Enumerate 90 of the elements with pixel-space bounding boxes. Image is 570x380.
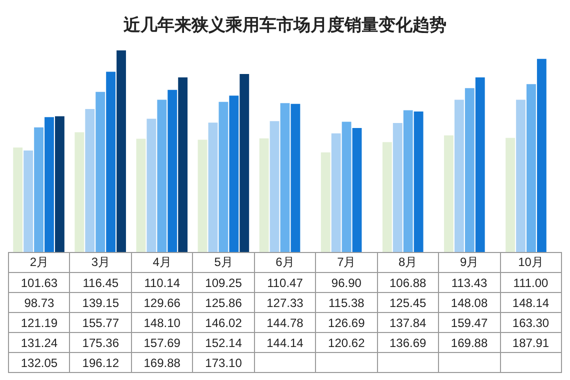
bar xyxy=(414,111,424,252)
bar xyxy=(240,74,250,252)
bar xyxy=(331,133,341,252)
bar xyxy=(116,50,126,252)
data-label: 110.47 xyxy=(254,272,316,292)
data-label: 136.69 xyxy=(377,332,439,352)
bar xyxy=(146,118,156,252)
bar xyxy=(96,92,106,252)
data-label: 144.14 xyxy=(254,332,316,352)
bar xyxy=(198,140,208,252)
x-tick-label: 4月 xyxy=(131,252,193,272)
data-label: 132.05 xyxy=(8,352,70,372)
bar xyxy=(259,138,269,252)
data-label: 163.30 xyxy=(500,312,562,332)
data-label: 129.66 xyxy=(131,292,193,312)
bar xyxy=(136,138,146,252)
x-tick-label: 3月 xyxy=(70,252,132,272)
data-label: 121.19 xyxy=(8,312,70,332)
bar xyxy=(55,116,64,252)
bar xyxy=(536,58,546,252)
data-label: 173.10 xyxy=(192,352,254,372)
data-label: 146.02 xyxy=(192,312,254,332)
bar xyxy=(526,84,536,252)
bar xyxy=(382,142,392,252)
bar xyxy=(516,100,526,252)
bar xyxy=(178,77,188,252)
data-label: 131.24 xyxy=(8,332,70,352)
data-label: 127.33 xyxy=(254,292,316,312)
bar xyxy=(74,132,84,252)
bar xyxy=(85,108,95,252)
data-label: 113.43 xyxy=(438,272,500,292)
data-label: 155.77 xyxy=(70,312,132,332)
bar xyxy=(106,72,116,252)
chart-title: 近几年来狭义乘用车市场月度销量变化趋势 xyxy=(122,16,446,36)
data-label: 157.69 xyxy=(131,332,193,352)
bar xyxy=(475,77,485,252)
data-label: 101.63 xyxy=(8,272,70,292)
data-label: 169.88 xyxy=(438,332,500,352)
data-label: 159.47 xyxy=(438,312,500,332)
bar xyxy=(44,117,54,252)
data-label: 148.08 xyxy=(438,292,500,312)
data-label: 148.14 xyxy=(500,292,562,312)
bar xyxy=(290,104,300,252)
bar xyxy=(229,96,239,252)
data-label: 169.88 xyxy=(131,352,193,372)
x-tick-label: 7月 xyxy=(316,252,378,272)
data-label: 110.14 xyxy=(131,272,193,292)
x-tick-label: 9月 xyxy=(438,252,500,272)
bar xyxy=(464,88,474,252)
data-label: 144.78 xyxy=(254,312,316,332)
data-label: 115.38 xyxy=(316,292,378,312)
data-label: 175.36 xyxy=(70,332,132,352)
data-label: 96.90 xyxy=(316,272,378,292)
data-label: 139.15 xyxy=(70,292,132,312)
data-label: 106.88 xyxy=(377,272,439,292)
x-tick-label: 6月 xyxy=(254,252,316,272)
bar xyxy=(34,127,44,252)
bar xyxy=(208,122,218,252)
data-label: 148.10 xyxy=(131,312,193,332)
data-label: 116.45 xyxy=(70,272,132,292)
x-tick-label: 8月 xyxy=(377,252,439,272)
bar xyxy=(13,148,23,252)
data-label: 126.69 xyxy=(316,312,378,332)
bar xyxy=(280,103,290,252)
data-label: 125.45 xyxy=(377,292,439,312)
bar xyxy=(403,110,413,252)
bar xyxy=(454,100,464,252)
bar xyxy=(352,128,362,252)
bar xyxy=(392,123,402,252)
bar xyxy=(320,152,330,252)
data-label: 187.91 xyxy=(500,332,562,352)
x-tick-label: 10月 xyxy=(500,252,562,272)
data-label: 120.62 xyxy=(316,332,378,352)
bar xyxy=(270,121,280,252)
data-label: 98.73 xyxy=(8,292,70,312)
data-label: 109.25 xyxy=(192,272,254,292)
bar xyxy=(157,100,167,252)
bar xyxy=(24,150,34,252)
data-label: 125.86 xyxy=(192,292,254,312)
data-label: 137.84 xyxy=(377,312,439,332)
data-label: 152.14 xyxy=(192,332,254,352)
bar xyxy=(444,135,454,252)
bar xyxy=(218,102,228,252)
bar xyxy=(168,90,178,252)
x-tick-label: 5月 xyxy=(192,252,254,272)
bar xyxy=(506,138,516,252)
data-label: 111.00 xyxy=(500,272,562,292)
x-tick-label: 2月 xyxy=(8,252,70,272)
data-label: 196.12 xyxy=(70,352,132,372)
bar xyxy=(342,122,352,252)
